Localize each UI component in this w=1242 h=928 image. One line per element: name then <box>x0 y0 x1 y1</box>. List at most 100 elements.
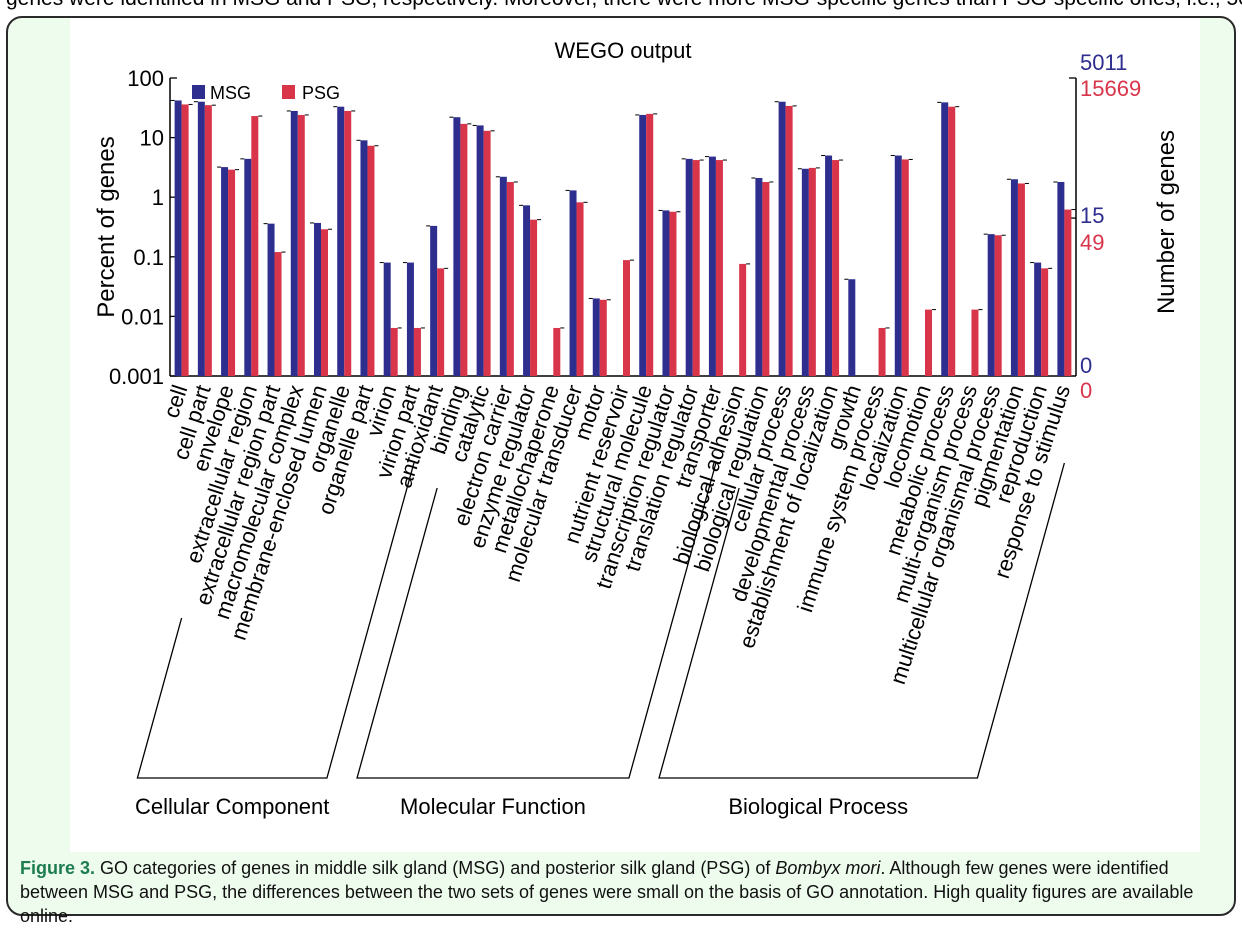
bar-psg <box>204 105 212 376</box>
bar-psg <box>530 219 538 376</box>
bar-msg <box>244 158 252 376</box>
bar-msg <box>848 279 856 376</box>
legend-swatch-msg <box>192 85 205 99</box>
legend-swatch-psg <box>282 85 295 99</box>
bar-psg <box>878 327 886 376</box>
bar-msg <box>825 155 833 376</box>
bar-psg <box>785 105 793 376</box>
bar-msg <box>941 102 949 376</box>
bar-msg <box>569 190 577 376</box>
bar-msg <box>755 177 763 376</box>
bar-psg <box>297 114 305 377</box>
group-label: Biological Process <box>728 794 908 819</box>
bar-msg <box>406 262 414 376</box>
clipped-header-text: genes were identified in MSG and PSG, re… <box>0 0 1242 18</box>
bar-msg <box>778 101 786 376</box>
msg-count-zero: 0 <box>1080 353 1092 378</box>
figure-caption: Figure 3. GO categories of genes in midd… <box>20 856 1220 928</box>
legend-label-psg: PSG <box>302 83 340 103</box>
bar-msg <box>174 100 182 376</box>
bar-psg <box>971 309 979 376</box>
chart-title: WEGO output <box>555 38 692 63</box>
bar-msg <box>499 176 507 376</box>
group-bracket <box>136 462 415 779</box>
y-tick-label: 0.1 <box>133 245 164 270</box>
bar-psg <box>901 159 909 376</box>
group-label: Molecular Function <box>400 794 586 819</box>
bar-msg <box>987 234 995 376</box>
caption-text-1: GO categories of genes in middle silk gl… <box>100 858 771 878</box>
bar-msg <box>221 167 229 376</box>
bar-msg <box>267 223 275 376</box>
bar-msg <box>314 222 321 376</box>
bar-psg <box>762 181 770 376</box>
bar-msg <box>1034 262 1042 376</box>
bar-psg <box>599 299 607 376</box>
bar-msg <box>592 298 600 376</box>
bar-msg <box>708 156 716 376</box>
bar-psg <box>739 263 747 376</box>
y-tick-label: 0.01 <box>121 304 164 329</box>
bar-msg <box>383 262 391 376</box>
bar-psg <box>321 229 328 376</box>
bar-msg <box>453 117 461 377</box>
bar-psg <box>460 123 468 377</box>
bar-msg <box>1057 181 1065 376</box>
bar-psg <box>646 113 654 376</box>
bar-msg <box>1010 179 1018 376</box>
y2-axis-label: Number of genes <box>1153 130 1180 314</box>
bar-psg <box>669 211 677 376</box>
bar-msg <box>894 155 902 376</box>
bar-psg <box>948 106 956 377</box>
y-tick-label: 10 <box>140 126 164 151</box>
bar-msg <box>430 225 438 376</box>
bar-psg <box>994 235 1002 376</box>
bar-psg <box>553 327 561 376</box>
bar-psg <box>715 160 723 376</box>
bar-psg <box>692 160 700 376</box>
msg-count-mid: 15 <box>1080 203 1104 228</box>
group-bracket <box>356 462 717 779</box>
figure-frame: 100 10 1 0.1 0.01 0.001 WEGO output Percent of … <box>6 16 1236 926</box>
psg-count-mid: 49 <box>1080 230 1104 255</box>
bar-psg <box>344 110 352 377</box>
bar-psg <box>367 145 375 376</box>
go-bar-chart: 100 10 1 0.1 0.01 0.001 WEGO output Percent of … <box>93 38 1180 819</box>
bar-msg <box>360 140 368 376</box>
bar-psg <box>274 252 282 376</box>
bar-psg <box>228 169 236 376</box>
bar-psg <box>925 309 932 376</box>
bar-psg <box>623 260 630 376</box>
chart-area: 100 10 1 0.1 0.01 0.001 WEGO output Percent of … <box>70 18 1200 852</box>
group-label: Cellular Component <box>135 794 329 819</box>
group-bracket <box>658 462 1066 779</box>
bar-psg <box>808 167 816 376</box>
y-tick-label: 100 <box>127 66 164 91</box>
bar-psg <box>390 327 398 376</box>
psg-count-top: 15669 <box>1080 76 1141 101</box>
y-tick-label: 1 <box>152 185 164 210</box>
bar-psg <box>832 160 840 376</box>
bar-msg <box>801 168 809 376</box>
y-tick-label: 0.001 <box>109 364 164 389</box>
bar-psg <box>437 268 445 376</box>
bar-msg <box>685 158 693 376</box>
bar-psg <box>413 327 421 376</box>
bar-msg <box>639 114 647 377</box>
y-axis-label: Percent of genes <box>93 136 120 317</box>
bar-psg <box>483 130 491 376</box>
bar-psg <box>506 181 514 376</box>
caption-species: Bombyx mori <box>775 858 881 878</box>
bar-msg <box>476 125 484 376</box>
bar-psg <box>251 116 259 377</box>
caption-label: Figure 3. <box>20 858 96 878</box>
bar-psg <box>1064 209 1072 376</box>
legend-label-msg: MSG <box>210 83 251 103</box>
psg-count-zero: 0 <box>1080 378 1092 403</box>
bar-msg <box>197 101 205 376</box>
msg-count-top: 5011 <box>1080 50 1127 75</box>
caption-text-2: . Although few genes were identified bet… <box>20 858 1194 926</box>
bar-psg <box>181 104 189 377</box>
clipped-header-line: genes were identified in MSG and PSG, re… <box>6 0 1242 11</box>
bar-psg <box>576 202 584 376</box>
